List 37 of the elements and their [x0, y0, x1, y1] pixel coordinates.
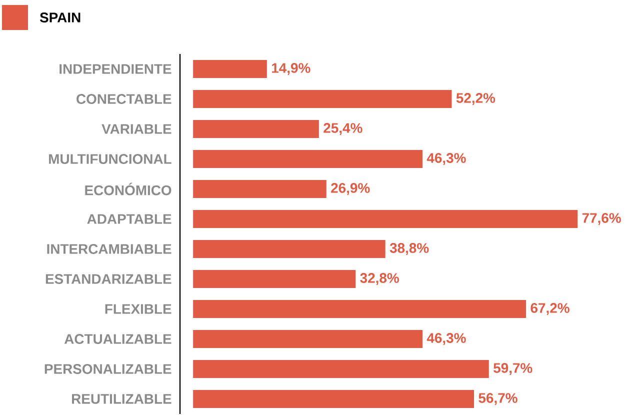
bar	[193, 300, 526, 318]
data-label: 14,9%	[272, 63, 310, 76]
y-tick-label: REUTILIZABLE	[72, 394, 172, 404]
y-tick-label: MULTIFUNCIONAL	[49, 154, 172, 164]
y-tick-label: INDEPENDIENTE	[60, 64, 172, 74]
data-label: 46,3%	[426, 333, 466, 346]
bar	[193, 120, 319, 138]
y-tick-label: INTERCAMBIABLE	[47, 244, 172, 254]
bar	[193, 90, 452, 108]
data-label: 25,4%	[324, 123, 362, 136]
bar	[193, 150, 422, 168]
y-tick-label: ESTANDARIZABLE	[46, 274, 172, 284]
y-tick-label: ACTUALIZABLE	[64, 334, 172, 344]
data-label: 77,6%	[582, 213, 621, 226]
bar	[193, 360, 489, 378]
data-label: 32,8%	[360, 273, 399, 286]
y-tick-label: CONECTABLE	[76, 94, 172, 104]
bar	[193, 270, 356, 288]
data-label: 67,2%	[530, 303, 570, 316]
bar	[193, 390, 474, 408]
bar	[193, 240, 386, 258]
y-tick-label: FLEXIBLE	[105, 304, 172, 314]
data-label: 46,3%	[426, 153, 466, 166]
data-label: 59,7%	[493, 363, 532, 376]
data-label: 52,2%	[456, 93, 496, 106]
data-label: 26,9%	[331, 183, 370, 196]
y-tick-label: PERSONALIZABLE	[44, 364, 172, 374]
legend-label: SPAIN	[40, 12, 80, 23]
data-label: 38,8%	[390, 243, 429, 256]
bar	[193, 180, 326, 198]
y-tick-label: ECONÓMICO	[85, 182, 172, 196]
y-tick-label: ADAPTABLE	[87, 214, 172, 224]
bar	[193, 60, 267, 78]
y-tick-label: VARIABLE	[102, 124, 172, 134]
bar	[193, 210, 578, 228]
data-label: 56,7%	[478, 393, 518, 406]
bar	[193, 330, 422, 348]
